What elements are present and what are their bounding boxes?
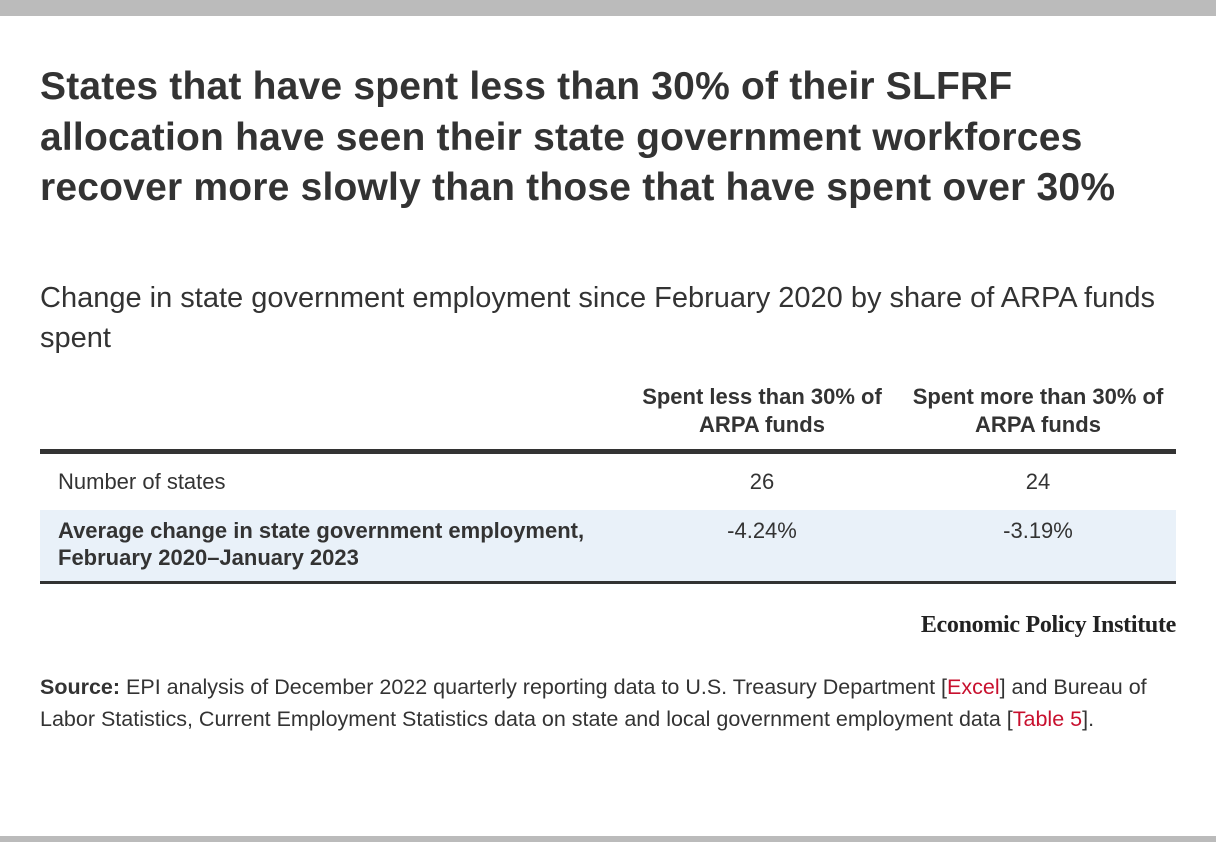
source-text: EPI analysis of December 2022 quarterly …	[120, 675, 948, 699]
frame-bar-bottom	[0, 836, 1216, 842]
frame-bar-top	[0, 0, 1216, 16]
cell-less-than-30: 26	[749, 469, 775, 494]
table-row-average-change: Average change in state government emplo…	[40, 510, 1176, 582]
column-header-less-than-30: Spent less than 30% of ARPA funds	[642, 384, 882, 437]
row-label: Average change in state government emplo…	[58, 518, 585, 570]
chart-subtitle: Change in state government employment si…	[40, 282, 1155, 354]
source-label: Source:	[40, 675, 121, 699]
cell-more-than-30: 24	[1025, 469, 1051, 494]
data-table: Spent less than 30% of ARPA funds Spent …	[40, 383, 1176, 584]
table-5-link[interactable]: Table 5	[1012, 707, 1083, 731]
attribution-logo-text: Economic Policy Institute	[920, 612, 1176, 638]
cell-more-than-30: -3.19%	[1003, 518, 1073, 543]
table-header-row: Spent less than 30% of ARPA funds Spent …	[40, 383, 1176, 452]
column-header-more-than-30: Spent more than 30% of ARPA funds	[912, 384, 1164, 437]
source-note: Source: EPI analysis of December 2022 qu…	[40, 671, 1180, 735]
source-text: ] and Bureau of Labor Statistics, Curren…	[40, 675, 1147, 731]
cell-less-than-30: -4.24%	[727, 518, 797, 543]
table-row-number-of-states: Number of states 26 24	[40, 452, 1176, 511]
chart-title: States that have spent less than 30% of …	[40, 65, 1116, 209]
source-text: ].	[1082, 707, 1095, 731]
column-header-label	[40, 383, 624, 452]
row-label: Number of states	[58, 469, 226, 494]
excel-link[interactable]: Excel	[947, 675, 1000, 699]
